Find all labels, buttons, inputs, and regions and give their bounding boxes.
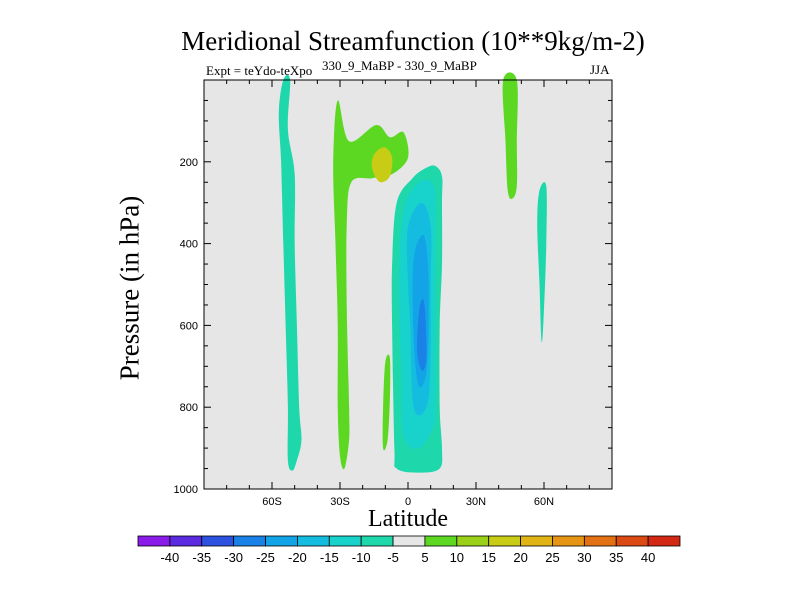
contour-sh-low-level-strip [382, 354, 391, 451]
colorbar-box [265, 535, 298, 547]
y-tick-label: 600 [180, 320, 198, 332]
colorbar-label: 5 [421, 550, 428, 565]
x-tick-label: 30N [466, 496, 486, 508]
contour-hadley-cell-core [417, 299, 427, 371]
colorbar-box [328, 535, 362, 547]
colorbar-label: 25 [545, 550, 559, 565]
colorbar-label: -10 [352, 550, 371, 565]
colorbar-box [424, 535, 458, 547]
colorbar-box [201, 535, 235, 547]
chart-title: Meridional Streamfunction (10**9kg/m-2) [181, 26, 645, 56]
contour-nh-upper-cell [502, 72, 518, 199]
colorbar-box [392, 535, 426, 547]
colorbar-box [647, 535, 681, 547]
colorbar-label: -15 [320, 550, 339, 565]
x-tick-label: 60S [262, 496, 282, 508]
contour-nh-high-latitude-cell [537, 182, 547, 343]
left-string: Expt = teYdo-teXpo [206, 63, 313, 78]
x-tick-label: 60N [534, 496, 554, 508]
contour-sh-cell-core [371, 147, 393, 183]
colorbar-box [233, 535, 266, 547]
colorbar-label: 10 [450, 550, 464, 565]
contour-regions [278, 72, 547, 473]
colorbar-label: 15 [481, 550, 495, 565]
colorbar-box [552, 535, 585, 547]
colorbar-label: 20 [513, 550, 527, 565]
contour-sh-polar-cell [278, 74, 302, 471]
experiment-string: 330_9_MaBP - 330_9_MaBP [322, 58, 477, 73]
colorbar-box [169, 535, 203, 547]
colorbar-box [137, 535, 171, 547]
season-label: JJA [590, 62, 610, 77]
colorbar-box [520, 535, 553, 547]
colorbar-label: -20 [288, 550, 307, 565]
y-tick-label: 800 [180, 402, 198, 414]
x-axis-label: Latitude [368, 506, 448, 532]
colorbar-label: -5 [387, 550, 399, 565]
colorbar-label: -35 [192, 550, 211, 565]
colorbar-box [360, 535, 394, 547]
colorbar-label: -30 [224, 550, 243, 565]
colorbar-label: 35 [609, 550, 623, 565]
colorbar-box [583, 535, 617, 547]
colorbar-box [615, 535, 649, 547]
contour-sh-mid-latitude-cell [333, 100, 409, 470]
colorbar-label: -25 [256, 550, 275, 565]
colorbar-label: -40 [160, 550, 179, 565]
axes: 60S 30S 0 30N 60N 200 400 600 800 1000 [174, 79, 613, 508]
colorbar-box [456, 535, 490, 547]
colorbar-box [297, 535, 330, 547]
x-tick-label: 30S [330, 496, 350, 508]
colorbar: -40 -35 -30 -25 -20 -15 -10 -5 5 10 15 20 25 30 35 40 [137, 535, 681, 565]
y-tick-label: 1000 [174, 484, 198, 496]
x-tick-label: 0 [405, 496, 411, 508]
colorbar-label: 30 [577, 550, 591, 565]
colorbar-label: 40 [641, 550, 655, 565]
y-tick-label: 200 [180, 157, 198, 169]
colorbar-box [488, 535, 521, 547]
y-tick-label: 400 [180, 239, 198, 251]
